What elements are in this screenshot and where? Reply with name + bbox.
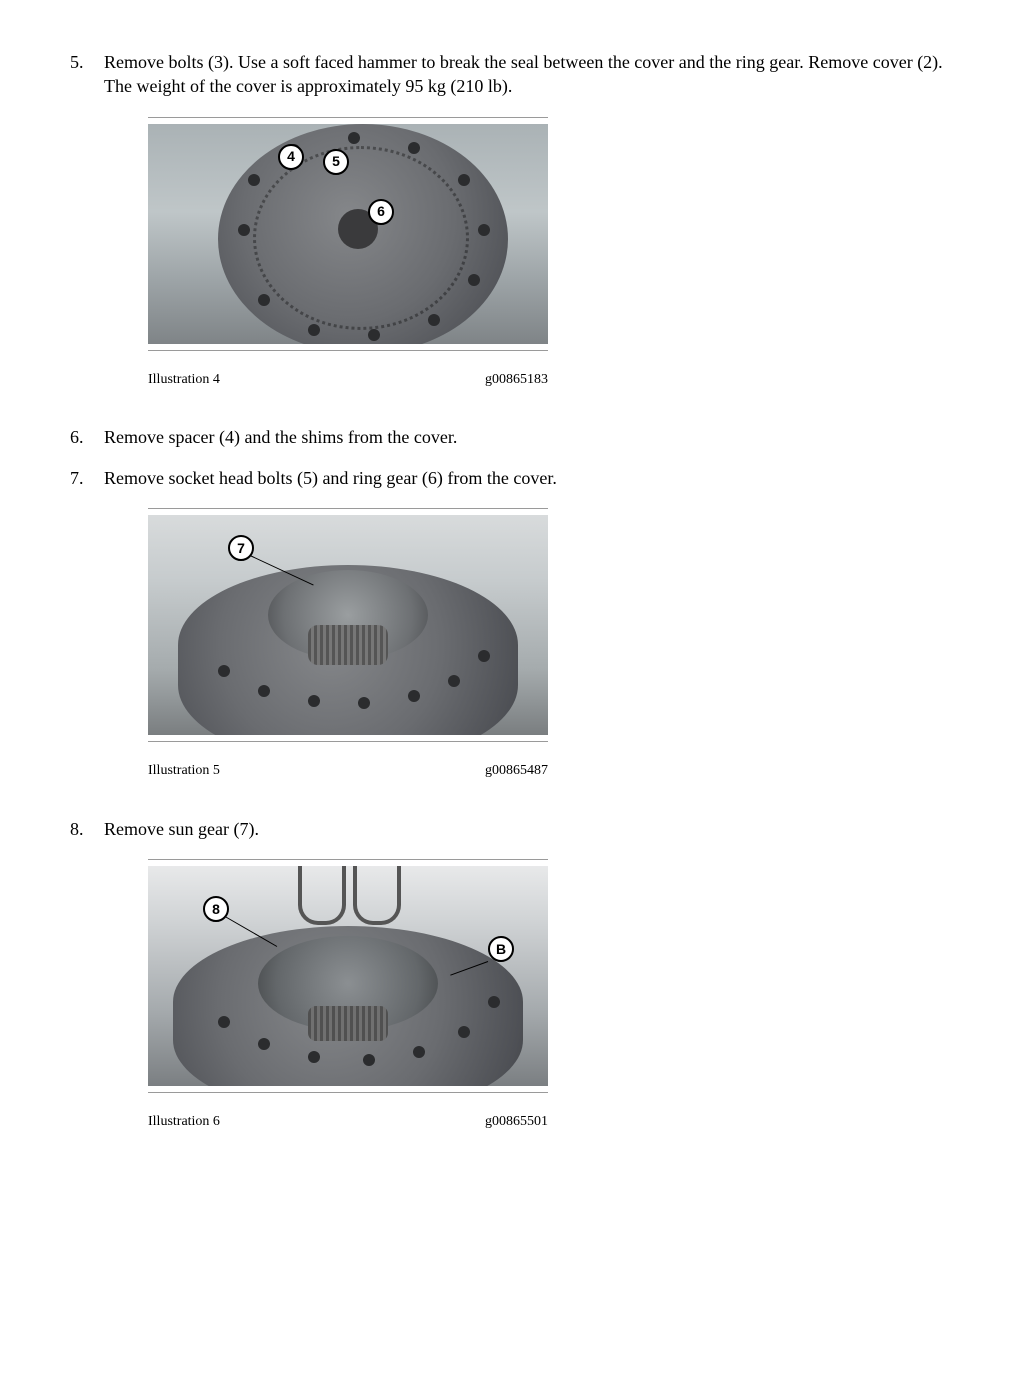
flange-bolt	[468, 274, 480, 286]
step-text: Remove socket head bolts (5) and ring ge…	[104, 468, 557, 488]
step-text: Remove sun gear (7).	[104, 819, 259, 839]
callout-4: 4	[278, 144, 304, 170]
flange-bolt	[368, 329, 380, 341]
flange-bolt	[218, 665, 230, 677]
illustration-code: g00865501	[485, 1113, 548, 1132]
flange-bolt	[458, 174, 470, 186]
callout-8: 8	[203, 896, 229, 922]
figure-rule-bottom	[148, 350, 548, 351]
step-8: 8. Remove sun gear (7). 8 B	[60, 817, 964, 1132]
figure-6-photo: 8 B	[148, 866, 548, 1086]
step-text: Remove bolts (3). Use a soft faced hamme…	[104, 52, 943, 96]
figure-5-photo: 7	[148, 515, 548, 735]
figure-4-photo: 4 5 6	[148, 124, 548, 344]
figure-4-caption: Illustration 4 g00865183	[148, 371, 548, 390]
flange-bolt	[248, 174, 260, 186]
step-text: Remove spacer (4) and the shims from the…	[104, 427, 457, 447]
step-number: 8.	[70, 817, 84, 841]
flange-bolt	[308, 695, 320, 707]
figure-rule-bottom	[148, 1092, 548, 1093]
photo-gear-teeth	[308, 625, 388, 665]
figure-rule-bottom	[148, 741, 548, 742]
flange-bolt	[428, 314, 440, 326]
flange-bolt	[358, 697, 370, 709]
step-number: 5.	[70, 50, 84, 74]
figure-rule-top	[148, 508, 548, 509]
illustration-code: g00865487	[485, 762, 548, 781]
figure-4-block: 4 5 6 Illustration 4 g00865183	[148, 117, 548, 390]
flange-bolt	[448, 675, 460, 687]
figure-rule-top	[148, 859, 548, 860]
callout-5: 5	[323, 149, 349, 175]
callout-7: 7	[228, 535, 254, 561]
lifting-hook	[298, 866, 346, 925]
illustration-label: Illustration 6	[148, 1113, 220, 1132]
illustration-label: Illustration 4	[148, 371, 220, 390]
step-number: 6.	[70, 425, 84, 449]
illustration-label: Illustration 5	[148, 762, 220, 781]
figure-6-caption: Illustration 6 g00865501	[148, 1113, 548, 1132]
callout-6: 6	[368, 199, 394, 225]
step-7: 7. Remove socket head bolts (5) and ring…	[60, 466, 964, 781]
figure-rule-top	[148, 117, 548, 118]
illustration-code: g00865183	[485, 371, 548, 390]
flange-bolt	[478, 650, 490, 662]
flange-bolt	[408, 142, 420, 154]
flange-bolt	[258, 294, 270, 306]
flange-bolt	[408, 690, 420, 702]
lifting-hook	[353, 866, 401, 925]
flange-bolt	[478, 224, 490, 236]
figure-5-block: 7 Illustration 5 g00865487	[148, 508, 548, 781]
callout-B: B	[488, 936, 514, 962]
figure-6-block: 8 B Illustration 6 g00865501	[148, 859, 548, 1132]
photo-gear-teeth	[308, 1006, 388, 1041]
flange-bolt	[238, 224, 250, 236]
flange-bolt	[308, 324, 320, 336]
flange-bolt	[348, 132, 360, 144]
figure-5-caption: Illustration 5 g00865487	[148, 762, 548, 781]
instruction-list: 5. Remove bolts (3). Use a soft faced ha…	[60, 50, 964, 1132]
step-6: 6. Remove spacer (4) and the shims from …	[60, 425, 964, 449]
step-5: 5. Remove bolts (3). Use a soft faced ha…	[60, 50, 964, 389]
flange-bolt	[258, 685, 270, 697]
step-number: 7.	[70, 466, 84, 490]
